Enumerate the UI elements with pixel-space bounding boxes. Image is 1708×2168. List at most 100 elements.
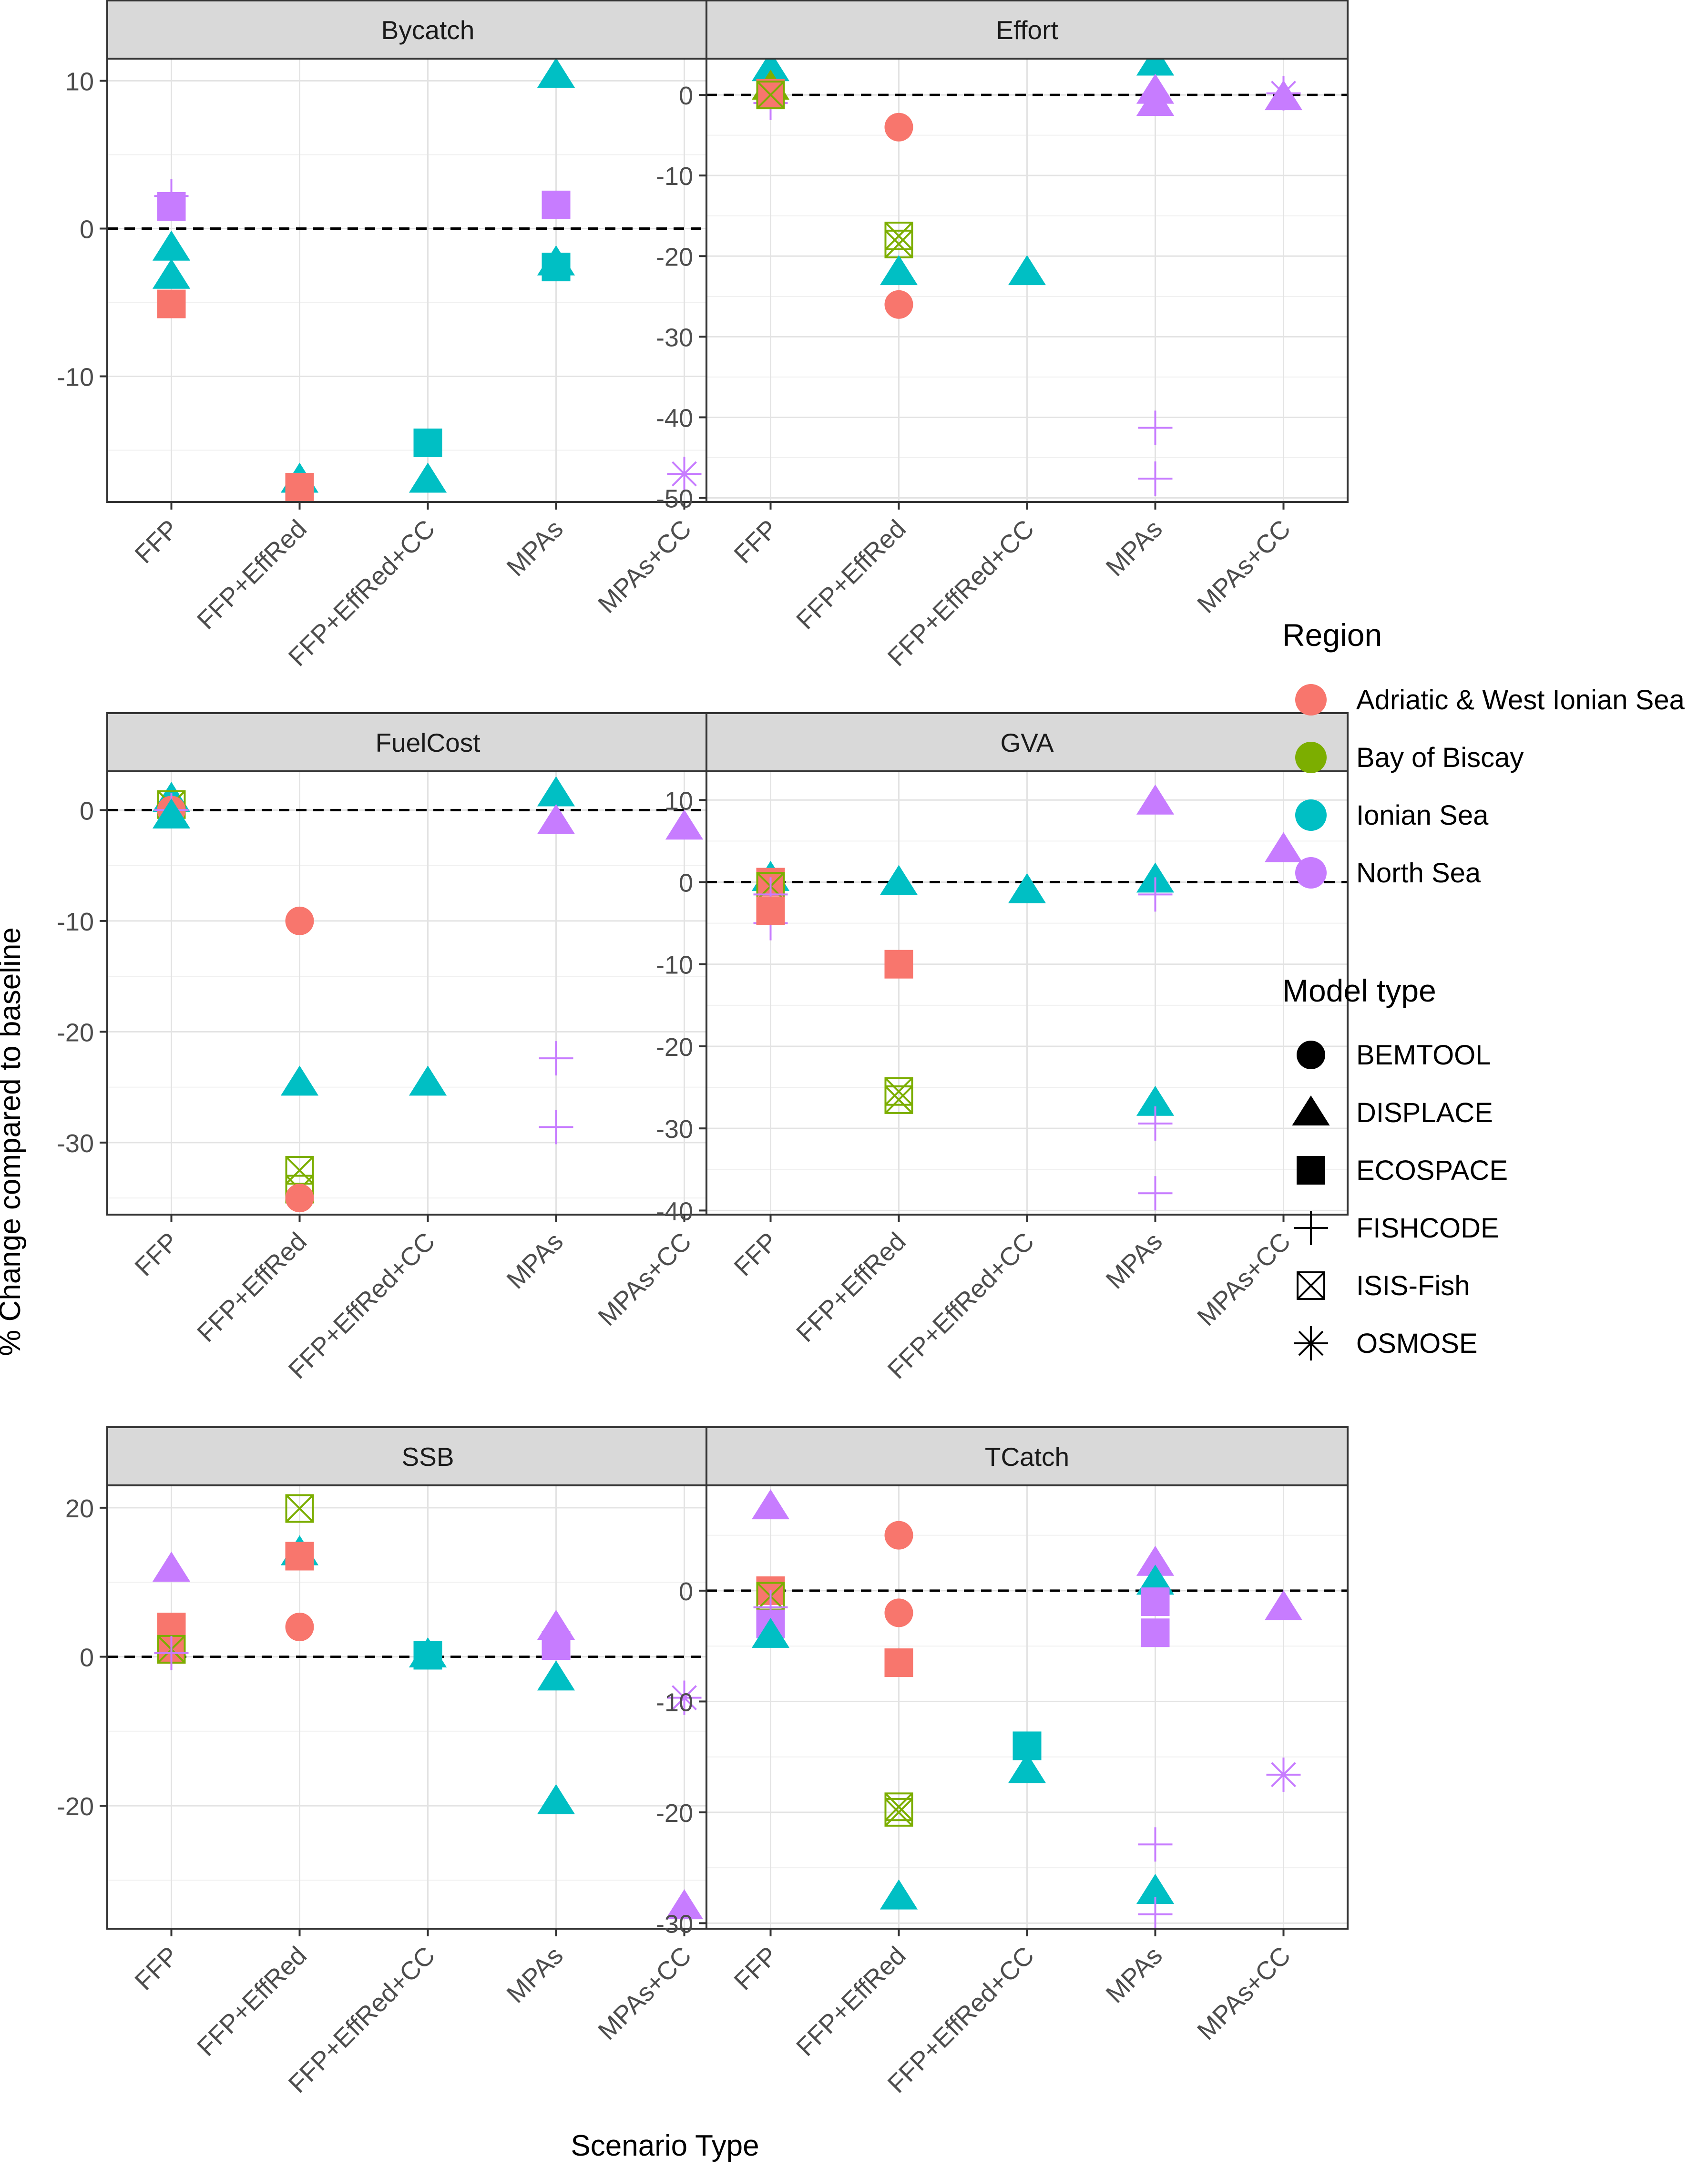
facet-strip	[706, 0, 1349, 60]
point-displace-north-sea	[1136, 86, 1175, 116]
point-ecospace-north-sea	[542, 190, 571, 219]
y-tick-label: -20	[656, 1799, 693, 1828]
point-ecospace-adriatic-west-ionian-sea	[756, 79, 785, 108]
legend-label: Adriatic & West Ionian Sea	[1356, 685, 1685, 716]
y-tick-label: -40	[656, 404, 693, 432]
y-tick-label: -30	[656, 1115, 693, 1144]
point-displace-ionian-sea	[1008, 1753, 1046, 1783]
y-tick-label: 0	[679, 1577, 693, 1606]
point-ecospace-adriatic-west-ionian-sea	[756, 896, 785, 925]
y-tick-label: -10	[57, 908, 94, 936]
y-tick-label: -30	[656, 323, 693, 352]
point-fishcode-north-sea	[1138, 877, 1173, 912]
y-tick-label: -10	[656, 162, 693, 191]
legend-label: ISIS-Fish	[1356, 1270, 1470, 1301]
plus-icon	[1294, 1211, 1328, 1245]
legend-key-ionian-sea: Ionian Sea	[1295, 799, 1489, 831]
point-displace-north-sea	[665, 809, 704, 840]
facet-strip	[706, 1426, 1349, 1486]
legend-swatch	[1295, 857, 1327, 889]
point-displace-north-sea	[1264, 80, 1303, 111]
triangle-icon	[1292, 1095, 1330, 1125]
legend-key-bay-of-biscay: Bay of Biscay	[1295, 742, 1524, 773]
legend-label: Ionian Sea	[1356, 800, 1489, 831]
legend-key-osmose: OSMOSE	[1294, 1326, 1478, 1360]
point-fishcode-north-sea	[1138, 1176, 1173, 1211]
facet-title: Effort	[996, 15, 1058, 45]
y-tick-label: -40	[656, 1197, 693, 1226]
point-bemtool-adriatic-west-ionian-sea	[884, 1598, 913, 1627]
point-displace-north-sea	[665, 1889, 704, 1920]
point-displace-north-sea	[1136, 784, 1175, 815]
legend-swatch	[1295, 799, 1327, 831]
legend-label: ECOSPACE	[1356, 1155, 1508, 1186]
y-tick-label: 10	[665, 787, 693, 815]
point-fishcode-north-sea	[539, 1110, 573, 1145]
y-tick-label: -50	[656, 485, 693, 513]
legend-key-bemtool: BEMTOOL	[1297, 1040, 1491, 1071]
y-tick-label: 10	[65, 68, 94, 96]
square-icon	[1297, 1156, 1325, 1185]
point-displace-ionian-sea	[1008, 255, 1046, 286]
legend-model-title: Model type	[1282, 973, 1436, 1008]
point-fishcode-north-sea	[1138, 461, 1173, 496]
point-displace-ionian-sea	[880, 1879, 918, 1910]
legend-label: DISPLACE	[1356, 1097, 1493, 1128]
legend-swatch	[1295, 742, 1327, 773]
y-tick-label: 0	[80, 215, 94, 244]
y-tick-label: -10	[656, 1688, 693, 1717]
point-fishcode-north-sea	[1138, 1106, 1173, 1141]
point-displace-ionian-sea	[537, 1784, 575, 1814]
facet-title: TCatch	[985, 1442, 1069, 1472]
legend-label: FISHCODE	[1356, 1213, 1499, 1244]
point-bemtool-adriatic-west-ionian-sea	[285, 906, 314, 935]
point-displace-ionian-sea	[409, 462, 447, 493]
y-tick-label: -10	[57, 363, 94, 392]
point-ecospace-adriatic-west-ionian-sea	[285, 1542, 314, 1571]
y-tick-label: 0	[679, 869, 693, 898]
legend-key-ecospace: ECOSPACE	[1297, 1155, 1508, 1186]
y-tick-label: -10	[656, 951, 693, 980]
point-displace-ionian-sea	[537, 776, 575, 807]
point-displace-ionian-sea	[409, 1637, 447, 1667]
point-ecospace-north-sea	[542, 1631, 571, 1660]
facet-title: FuelCost	[375, 728, 480, 757]
y-tick-label: -20	[656, 243, 693, 271]
point-displace-north-sea	[537, 804, 575, 834]
y-axis-title: % Change compared to baseline	[0, 927, 27, 1356]
y-tick-label: -20	[57, 1792, 94, 1821]
point-displace-ionian-sea	[1136, 1085, 1175, 1116]
point-ecospace-adriatic-west-ionian-sea	[285, 473, 314, 501]
point-displace-ionian-sea	[1008, 873, 1046, 903]
point-displace-ionian-sea	[751, 51, 790, 82]
point-isis-fish-bay-of-biscay	[884, 1798, 913, 1827]
point-displace-ionian-sea	[1136, 45, 1175, 76]
point-displace-north-sea	[1264, 1590, 1303, 1620]
point-ecospace-adriatic-west-ionian-sea	[884, 1648, 913, 1677]
point-fishcode-north-sea	[1138, 1827, 1173, 1862]
point-bemtool-adriatic-west-ionian-sea	[884, 1521, 913, 1550]
y-tick-label: -20	[57, 1018, 94, 1047]
point-bemtool-adriatic-west-ionian-sea	[285, 1184, 314, 1213]
point-osmose-north-sea	[667, 457, 702, 491]
point-fishcode-north-sea	[1138, 410, 1173, 445]
legend-label: BEMTOOL	[1356, 1040, 1491, 1071]
legend-swatch	[1295, 684, 1327, 716]
point-displace-north-sea	[1264, 832, 1303, 862]
point-displace-ionian-sea	[409, 1065, 447, 1096]
point-ecospace-ionian-sea	[542, 253, 571, 282]
facet-title: Bycatch	[381, 15, 475, 45]
point-bemtool-adriatic-west-ionian-sea	[884, 112, 913, 142]
y-tick-label: -30	[656, 1910, 693, 1938]
asterisk-icon	[1294, 1326, 1328, 1360]
y-tick-label: 20	[65, 1494, 94, 1523]
point-bemtool-adriatic-west-ionian-sea	[285, 1612, 314, 1641]
y-tick-label: -30	[57, 1129, 94, 1158]
point-fishcode-north-sea	[539, 1041, 573, 1076]
point-ecospace-adriatic-west-ionian-sea	[884, 950, 913, 979]
legend-key-isis-fish: ISIS-Fish	[1297, 1270, 1470, 1301]
point-displace-ionian-sea	[1136, 1565, 1175, 1595]
